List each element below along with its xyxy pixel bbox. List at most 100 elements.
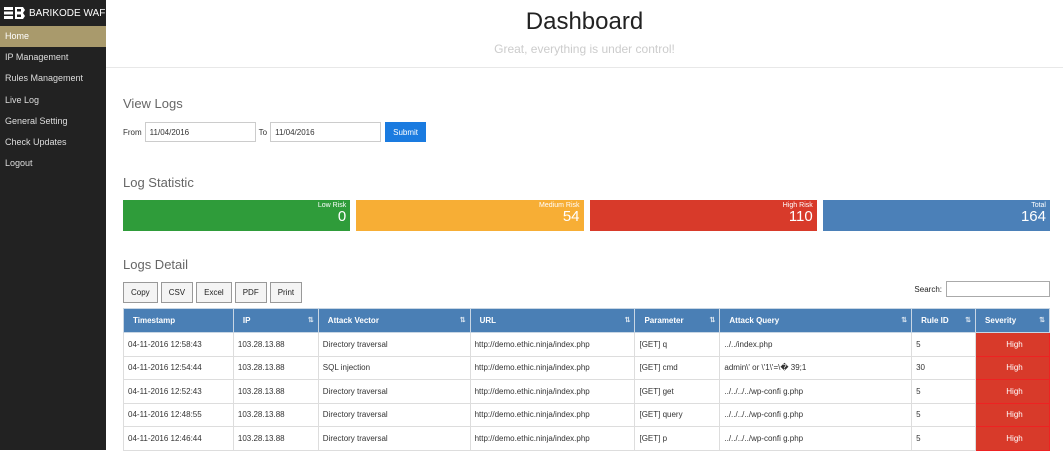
page-header: Dashboard Great, everything is under con… xyxy=(106,0,1063,68)
from-date-input[interactable] xyxy=(144,122,256,142)
sort-icon[interactable]: ⇅ xyxy=(1039,317,1045,324)
stat-label: Low Risk xyxy=(317,202,347,209)
stat-value: 0 xyxy=(337,208,347,225)
table-cell: 5 xyxy=(911,332,977,357)
table-cell: 103.28.13.88 xyxy=(232,426,319,451)
table-row[interactable]: 04-11-2016 12:58:43 103.28.13.88 Directory… xyxy=(123,332,1050,357)
stat-label: High Risk xyxy=(782,202,813,209)
table-cell: 30 xyxy=(911,355,977,380)
table-cell: http://demo.ethic.ninja/index.php xyxy=(469,379,636,404)
table-row[interactable]: 04-11-2016 12:46:44 103.28.13.88 Directory… xyxy=(123,426,1050,451)
to-label: To xyxy=(258,127,268,137)
view-logs-title: View Logs xyxy=(123,96,183,111)
sort-icon[interactable]: ⇅ xyxy=(307,317,314,324)
column-header-label: URL xyxy=(479,316,497,325)
sort-icon[interactable]: ⇅ xyxy=(901,317,908,324)
sidebar-item-check-updates[interactable]: Check Updates xyxy=(5,136,67,147)
table-cell: 5 xyxy=(911,379,977,404)
sidebar-item-live-log[interactable]: Live Log xyxy=(5,94,40,105)
table-cell: 04-11-2016 12:46:44 xyxy=(123,426,234,451)
column-header-severity[interactable]: Severity ⇅ xyxy=(975,308,1050,333)
search-box: Search: xyxy=(914,281,1050,297)
log-statistic-cards: Low Risk 0 Medium Risk 54 High Risk 110 Total 1… xyxy=(123,200,1050,231)
column-header-rule-id[interactable]: Rule ID ⇅ xyxy=(911,308,977,333)
table-cell: admin\' or \'1\'=\� 39;1 xyxy=(719,355,913,380)
column-header-label: Attack Vector xyxy=(327,316,379,325)
sidebar-nav: Home IP Management Rules Management Live Lo… xyxy=(0,26,106,174)
table-cell: ../../index.php xyxy=(719,332,913,357)
stat-value: 54 xyxy=(562,208,580,225)
from-label: From xyxy=(123,127,142,137)
sidebar-item-ip-management[interactable]: IP Management xyxy=(5,52,69,63)
table-cell: Directory traversal xyxy=(317,379,471,404)
table-body: 04-11-2016 12:58:43 103.28.13.88 Directory… xyxy=(123,332,1050,451)
log-statistic-title: Log Statistic xyxy=(123,175,194,190)
column-header-label: IP xyxy=(242,316,251,325)
search-label: Search: xyxy=(914,284,942,294)
submit-button[interactable]: Submit xyxy=(385,122,427,142)
column-header-url[interactable]: URL ⇅ xyxy=(469,308,636,333)
column-header-label: Rule ID xyxy=(921,316,949,325)
column-header-attack-vector[interactable]: Attack Vector ⇅ xyxy=(317,308,471,333)
table-cell: ../../../../wp-confi g.php xyxy=(719,426,913,451)
stat-value: 110 xyxy=(788,208,813,225)
stat-card-medium-risk: Medium Risk 54 xyxy=(356,200,584,231)
page-subtitle: Great, everything is under control! xyxy=(494,42,675,56)
table-header-row: Timestamp IP ⇅ Attack Vector ⇅ URL ⇅ Parameter ⇅… xyxy=(123,308,1050,333)
print-button[interactable]: Print xyxy=(269,282,303,303)
excel-button[interactable]: Excel xyxy=(196,282,232,303)
table-row[interactable]: 04-11-2016 12:52:43 103.28.13.88 Directory… xyxy=(123,379,1050,404)
column-header-attack-query[interactable]: Attack Query ⇅ xyxy=(719,308,913,333)
sort-icon[interactable]: ⇅ xyxy=(709,317,716,324)
brand-logo-icon xyxy=(4,7,25,19)
column-header-label: Parameter xyxy=(644,316,684,325)
severity-badge: High xyxy=(975,426,1050,451)
sidebar-item-rules-management[interactable]: Rules Management xyxy=(5,73,84,84)
table-cell: [GET] get xyxy=(634,379,721,404)
table-cell: [GET] p xyxy=(634,426,721,451)
sort-icon[interactable]: ⇅ xyxy=(965,317,972,324)
copy-button[interactable]: Copy xyxy=(123,282,158,303)
table-cell: Directory traversal xyxy=(317,402,471,427)
csv-button[interactable]: CSV xyxy=(160,282,194,303)
sidebar-item-logout[interactable]: Logout xyxy=(5,158,33,169)
table-cell: [GET] query xyxy=(634,402,721,427)
column-header-ip[interactable]: IP ⇅ xyxy=(232,308,319,333)
export-buttons: Copy CSV Excel PDF Print xyxy=(123,282,303,303)
severity-badge: High xyxy=(975,402,1050,427)
stat-card-high-risk: High Risk 110 xyxy=(589,200,817,231)
table-cell: http://demo.ethic.ninja/index.php xyxy=(469,355,636,380)
table-cell: http://demo.ethic.ninja/index.php xyxy=(469,402,636,427)
column-header-label: Timestamp xyxy=(133,316,176,325)
table-cell: ../../../../wp-confi g.php xyxy=(719,379,913,404)
table-row[interactable]: 04-11-2016 12:54:44 103.28.13.88 SQL injec… xyxy=(123,355,1050,380)
brand-name: BARIKODE WAF xyxy=(29,7,106,19)
column-header-parameter[interactable]: Parameter ⇅ xyxy=(634,308,721,333)
table-cell: 04-11-2016 12:52:43 xyxy=(123,379,234,404)
table-row[interactable]: 04-11-2016 12:48:55 103.28.13.88 Directory… xyxy=(123,402,1050,427)
sidebar-item-general-setting[interactable]: General Setting xyxy=(5,115,68,126)
sidebar-item-home[interactable]: Home xyxy=(0,26,106,48)
brand[interactable]: BARIKODE WAF xyxy=(0,0,106,26)
page-title: Dashboard xyxy=(525,8,644,35)
table-cell: [GET] q xyxy=(634,332,721,357)
to-date-input[interactable] xyxy=(270,122,382,142)
table-cell: 103.28.13.88 xyxy=(232,355,319,380)
sort-icon[interactable]: ⇅ xyxy=(624,317,631,324)
column-header-timestamp[interactable]: Timestamp xyxy=(123,308,234,333)
table-cell: [GET] cmd xyxy=(634,355,721,380)
table-cell: 5 xyxy=(911,426,977,451)
search-input[interactable] xyxy=(946,281,1050,297)
logs-detail-title: Logs Detail xyxy=(123,257,189,272)
table-cell: http://demo.ethic.ninja/index.php xyxy=(469,332,636,357)
sort-icon[interactable]: ⇅ xyxy=(459,317,466,324)
column-header-label: Severity xyxy=(985,316,1017,325)
pdf-button[interactable]: PDF xyxy=(234,282,267,303)
table-cell: 04-11-2016 12:48:55 xyxy=(123,402,234,427)
table-cell: 103.28.13.88 xyxy=(232,379,319,404)
stat-label: Total xyxy=(1031,202,1046,209)
main-content: Dashboard Great, everything is under con… xyxy=(106,0,1063,451)
date-filter-form: From To Submit xyxy=(123,122,427,142)
table-cell: 5 xyxy=(911,402,977,427)
stat-card-low-risk: Low Risk 0 xyxy=(123,200,351,231)
